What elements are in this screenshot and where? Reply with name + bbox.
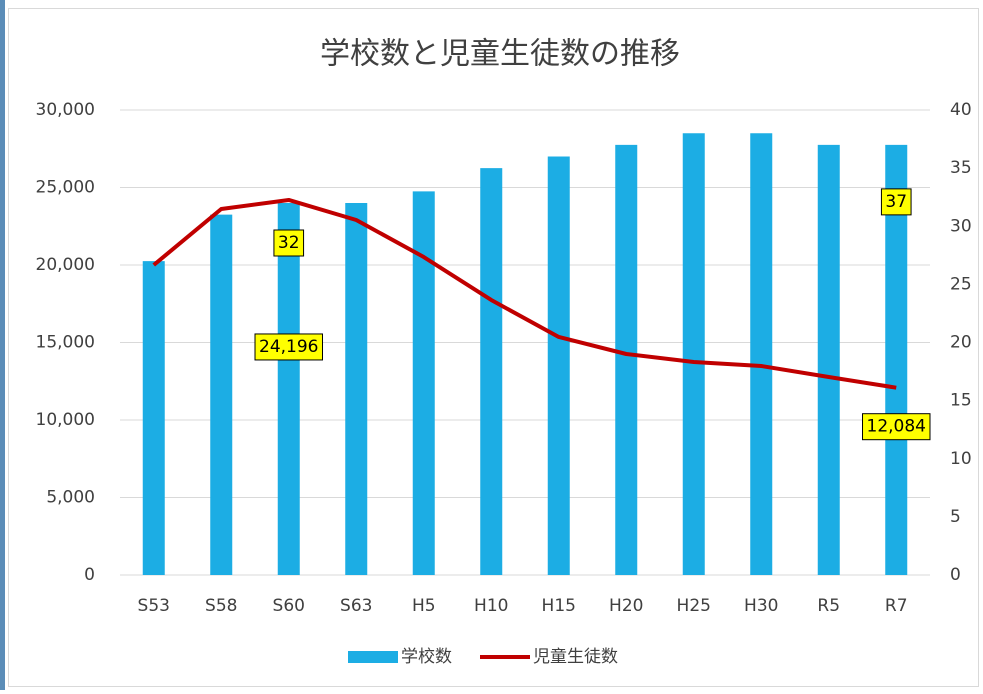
y2-tick-label: 0 [950,565,961,585]
x-tick-label: H25 [677,596,711,616]
x-tick-label: H5 [412,596,436,616]
bar [885,144,908,575]
y2-tick-label: 30 [950,216,972,236]
legend-swatch [348,651,398,663]
x-tick-label: H15 [542,596,576,616]
bar [547,156,570,575]
x-tick-label: S58 [205,596,237,616]
legend-label: 児童生徒数 [533,647,618,667]
y2-tick-label: 5 [950,507,961,527]
y-tick-label: 25,000 [36,178,95,198]
bar [480,168,503,575]
bar [210,214,233,575]
x-tick-label: R7 [885,596,908,616]
y-tick-label: 5,000 [46,488,95,508]
y2-tick-label: 10 [950,449,972,469]
data-label: 12,084 [867,417,926,437]
y-tick-label: 30,000 [36,100,95,120]
data-label: 32 [278,233,300,253]
line [152,197,897,390]
x-tick-label: R5 [817,596,840,616]
x-tick-label: S63 [340,596,372,616]
data-label-box [862,413,931,441]
bar [682,133,705,575]
y2-tick-label: 40 [950,100,972,120]
bar [277,203,300,575]
x-tick-label: H20 [609,596,643,616]
data-label-box [273,229,305,257]
y2-tick-label: 20 [950,333,972,353]
x-tick-label: S60 [273,596,305,616]
data-label: 24,196 [259,337,318,357]
x-tick-label: H10 [474,596,508,616]
bar [142,261,165,575]
x-tick-label: S53 [138,596,170,616]
x-tick-label: H30 [744,596,778,616]
legend-label: 学校数 [401,647,452,667]
bar [817,144,840,575]
bar [615,144,638,575]
y2-tick-label: 15 [950,391,972,411]
y-tick-label: 20,000 [36,255,95,275]
data-label: 37 [885,192,907,212]
data-label-box [254,333,323,361]
data-label-box [880,188,912,216]
side-strip [0,0,5,690]
y2-tick-label: 35 [950,158,972,178]
chart-title: 学校数と児童生徒数の推移 [320,37,680,72]
bar [412,191,435,575]
y-tick-label: 15,000 [36,333,95,353]
y2-tick-label: 25 [950,274,972,294]
bar [750,133,773,575]
y-tick-label: 0 [84,565,95,585]
y-tick-label: 10,000 [36,410,95,430]
bar [345,203,368,575]
chart-frame [8,8,979,687]
